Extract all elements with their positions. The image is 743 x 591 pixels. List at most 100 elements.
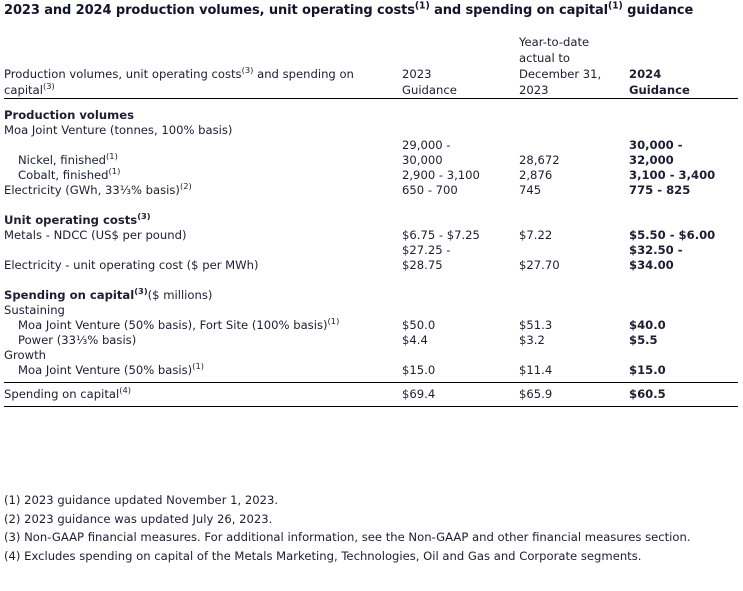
footnotes-list: (1) 2023 guidance updated November 1, 20… <box>4 491 740 565</box>
row-label-sup: (1) <box>327 316 340 327</box>
section-heading-label: Unit operating costs(3) <box>4 211 402 228</box>
footnote-2-text: 2023 guidance was updated July 26, 2023. <box>24 511 273 526</box>
subheading-sustaining: Sustaining <box>4 303 738 318</box>
page-title-part-b: and spending on capital <box>429 3 608 18</box>
total-row-label-text: Spending on capital <box>4 387 120 401</box>
section-heading-sup: (3) <box>134 286 148 297</box>
header-label-sup-1: (3) <box>241 65 254 76</box>
row-label-moa-jv-growth: Moa Joint Venture (50% basis)(1) <box>4 361 402 378</box>
total-row-label: Spending on capital(4) <box>4 386 402 402</box>
subheading-label: Moa Joint Venture (tonnes, 100% basis) <box>4 123 233 137</box>
table-row: Metals - NDCC (US$ per pound) $6.75 - $7… <box>4 228 738 243</box>
footnote-2: (2) 2023 guidance was updated July 26, 2… <box>4 510 740 529</box>
row-label-sup: (1) <box>108 166 121 177</box>
footnote-4: (4) Excludes spending on capital of the … <box>4 547 740 566</box>
page-title: 2023 and 2024 production volumes, unit o… <box>4 0 740 19</box>
total-cell-2024-guidance: $60.5 <box>629 387 666 401</box>
footnote-2-marker: (2) <box>4 511 21 526</box>
page-title-sup-2: (1) <box>607 0 623 12</box>
cell-2024-guidance: $32.50 - $34.00 <box>629 243 683 272</box>
table-header-row: Production volumes, unit operating costs… <box>4 34 738 98</box>
header-label-cell: Production volumes, unit operating costs… <box>4 34 402 98</box>
cell-ytd-actual: $7.22 <box>519 228 553 242</box>
header-col-2023-guidance: 2023 Guidance <box>402 67 457 97</box>
row-label-text: Nickel, finished <box>18 153 107 167</box>
header-col-ytd-actual: Year-to-date actual to December 31, 2023 <box>519 35 602 97</box>
total-cell-2023-guidance: $69.4 <box>402 387 436 401</box>
footnote-4-marker: (4) <box>4 548 21 563</box>
row-label-sup: (1) <box>106 151 118 162</box>
section-heading-sup: (3) <box>137 211 151 222</box>
subheading-moa-joint-venture: Moa Joint Venture (tonnes, 100% basis) <box>4 123 738 138</box>
cell-2024-guidance: $40.0 <box>629 318 666 332</box>
subheading-label: Sustaining <box>4 303 65 317</box>
cell-2023-guidance: $27.25 - $28.75 <box>402 243 451 272</box>
footnote-3: (3) Non-GAAP financial measures. For add… <box>4 528 740 547</box>
cell-2024-guidance: $15.0 <box>629 363 666 377</box>
row-label-moa-jv-fort-site: Moa Joint Venture (50% basis), Fort Site… <box>4 316 402 333</box>
cell-ytd-actual: 28,672 <box>519 153 560 167</box>
table-row: Electricity (GWh, 33⅓% basis)(2) 650 - 7… <box>4 181 738 198</box>
row-label-text: Cobalt, finished <box>18 168 109 182</box>
table-row: Moa Joint Venture (50% basis), Fort Site… <box>4 316 738 333</box>
page-title-sup-1: (1) <box>414 0 430 12</box>
section-heading-unit-operating-costs: Unit operating costs(3) <box>4 211 738 228</box>
cell-2024-guidance: 30,000 - 32,000 <box>629 138 683 167</box>
section-heading-production-volumes: Production volumes <box>4 108 738 123</box>
footnote-1-text: 2023 guidance updated November 1, 2023. <box>24 493 279 507</box>
footnote-1: (1) 2023 guidance updated November 1, 20… <box>4 491 740 510</box>
cell-2023-guidance: 29,000 - 30,000 <box>402 138 451 167</box>
row-label-sup: (1) <box>192 361 205 372</box>
cell-2024-guidance: $5.5 <box>629 333 658 347</box>
cell-ytd-actual: $51.3 <box>519 318 553 332</box>
cell-2023-guidance: 650 - 700 <box>402 183 458 197</box>
row-label-text: Electricity (GWh, 33⅓% basis) <box>4 183 180 197</box>
table-row: Cobalt, finished(1) 2,900 - 3,100 2,876 … <box>4 166 738 183</box>
cell-ytd-actual: 745 <box>519 183 542 197</box>
section-heading-label: Production volumes <box>4 108 134 122</box>
spacer <box>4 198 738 213</box>
table-row: Nickel, finished(1) 29,000 - 30,000 28,6… <box>4 138 738 168</box>
spacer <box>4 99 738 109</box>
cell-2023-guidance: $6.75 - $7.25 <box>402 228 480 242</box>
row-label-electricity-gwh: Electricity (GWh, 33⅓% basis)(2) <box>4 181 402 198</box>
row-label-power: Power (33⅓% basis) <box>18 333 137 347</box>
cell-ytd-actual: $11.4 <box>519 363 553 377</box>
row-label-electricity-unit-cost: Electricity - unit operating cost ($ per… <box>4 258 259 272</box>
cell-2023-guidance: $15.0 <box>402 363 436 377</box>
header-label-part-b: and spending on capital <box>4 67 354 97</box>
section-heading-label: Spending on capital(3)($ millions) <box>4 286 402 303</box>
header-col-2024-guidance: 2024 Guidance <box>629 67 690 97</box>
row-label-text: Moa Joint Venture (50% basis) <box>18 363 193 377</box>
row-label-sup: (2) <box>179 181 192 192</box>
cell-2023-guidance: $50.0 <box>402 318 436 332</box>
footnote-3-text: Non-GAAP financial measures. For additio… <box>24 530 691 544</box>
table-bottom-rule <box>4 406 738 407</box>
footnote-1-marker: (1) <box>4 493 21 507</box>
row-label-nickel-finished: Nickel, finished(1) <box>4 138 402 168</box>
spacer <box>4 273 738 288</box>
total-cell-ytd-actual: $65.9 <box>519 387 553 401</box>
page-title-part-a: 2023 and 2024 production volumes, unit o… <box>4 3 415 18</box>
cell-2024-guidance: $5.50 - $6.00 <box>629 228 716 242</box>
header-label-part-a: Production volumes, unit operating costs <box>4 67 242 81</box>
cell-ytd-actual: $3.2 <box>519 333 545 347</box>
header-label-sup-2: (3) <box>42 81 55 92</box>
cell-2024-guidance: 3,100 - 3,400 <box>629 168 716 182</box>
row-label-metals-ndcc: Metals - NDCC (US$ per pound) <box>4 228 187 242</box>
cell-ytd-actual: $27.70 <box>519 258 560 272</box>
section-heading-suffix: ($ millions) <box>147 288 213 302</box>
total-top-rule <box>4 382 738 383</box>
page-title-part-c: guidance <box>622 3 694 18</box>
table-row: Electricity - unit operating cost ($ per… <box>4 243 738 273</box>
guidance-table: Production volumes, unit operating costs… <box>4 34 738 407</box>
table-row: Power (33⅓% basis) $4.4 $3.2 $5.5 <box>4 333 738 348</box>
row-label-text: Moa Joint Venture (50% basis), Fort Site… <box>18 318 328 332</box>
subheading-label: Growth <box>4 348 46 362</box>
subheading-growth: Growth <box>4 348 738 363</box>
section-heading-spending-on-capital: Spending on capital(3)($ millions) <box>4 286 738 303</box>
cell-2023-guidance: 2,900 - 3,100 <box>402 168 480 182</box>
footnote-4-text: Excludes spending on capital of the Meta… <box>24 548 642 563</box>
table-row: Moa Joint Venture (50% basis)(1) $15.0 $… <box>4 361 738 378</box>
